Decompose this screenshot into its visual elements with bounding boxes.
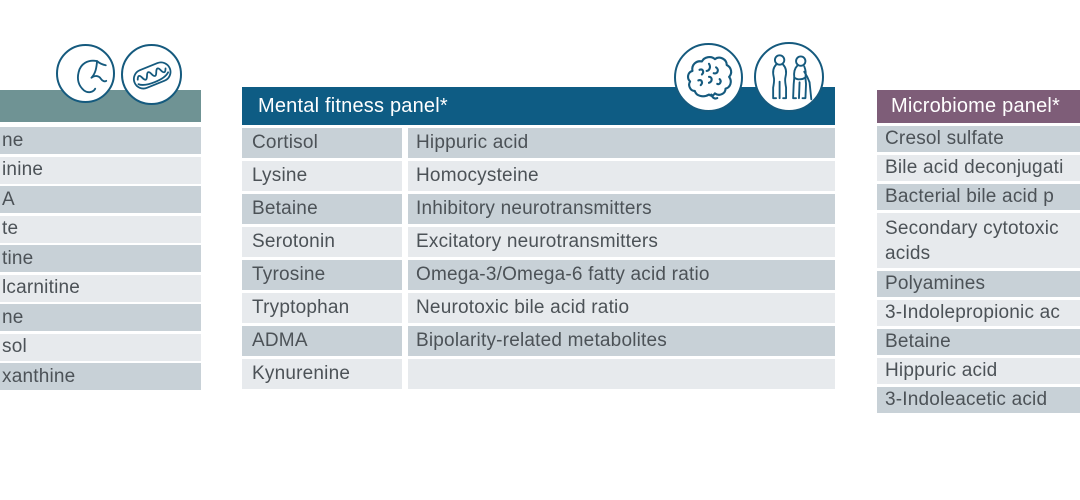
mental-fitness-panel-header: Mental fitness panel* [242, 87, 835, 125]
table-row: te [0, 215, 201, 243]
row-cell: Omega-3/Omega-6 fatty acid ratio [408, 260, 835, 290]
table-row: Kynurenine [242, 359, 835, 389]
row-cell: Bipolarity-related metabolites [408, 326, 835, 356]
panel-title: Mental fitness panel* [258, 94, 448, 117]
aging-people-icon [754, 42, 824, 112]
table-row: Cortisol Hippuric acid [242, 128, 835, 158]
table-row: ne [0, 127, 201, 154]
table-row: ADMA Bipolarity-related metabolites [242, 326, 835, 356]
table-row: Polyamines [877, 271, 1080, 297]
row-cell: Inhibitory neurotransmitters [408, 194, 835, 224]
table-row: Tyrosine Omega-3/Omega-6 fatty acid rati… [242, 260, 835, 290]
brain-icon [674, 43, 743, 112]
row-cell: Tryptophan [242, 293, 402, 323]
row-cell: ADMA [242, 326, 402, 356]
microbiome-panel: Cresol sulfate Bile acid deconjugati Bac… [877, 126, 1080, 413]
table-row: Secondary cytotoxic acids [877, 213, 1080, 268]
table-row: Betaine [877, 329, 1080, 355]
row-line: acids [885, 242, 931, 264]
table-row: Bile acid deconjugati [877, 155, 1080, 181]
table-row: Tryptophan Neurotoxic bile acid ratio [242, 293, 835, 323]
row-cell: Excitatory neurotransmitters [408, 227, 835, 257]
row-cell: Neurotoxic bile acid ratio [408, 293, 835, 323]
row-line: Secondary cytotoxic [885, 217, 1059, 239]
table-row: Cresol sulfate [877, 126, 1080, 152]
microbiome-panel-header: Microbiome panel* [877, 90, 1080, 123]
table-row: Lysine Homocysteine [242, 161, 835, 191]
row-cell: Cortisol [242, 128, 402, 158]
row-cell: Serotonin [242, 227, 402, 257]
table-row: 3-Indoleacetic acid [877, 387, 1080, 413]
table-row: Hippuric acid [877, 358, 1080, 384]
left-panel: ne inine A te tine lcarnitine ne sol xan… [0, 127, 201, 390]
table-row: xanthine [0, 363, 201, 390]
table-row: tine [0, 245, 201, 272]
table-row: ne [0, 304, 201, 331]
row-cell: Lysine [242, 161, 402, 191]
table-row: Serotonin Excitatory neurotransmitters [242, 227, 835, 257]
table-row: Bacterial bile acid p [877, 184, 1080, 210]
mitochondria-icon [121, 44, 182, 105]
table-row: inine [0, 156, 201, 184]
table-row: sol [0, 333, 201, 361]
muscle-arm-icon [56, 44, 115, 103]
mental-fitness-panel: Cortisol Hippuric acid Lysine Homocystei… [242, 128, 835, 389]
table-row: Betaine Inhibitory neurotransmitters [242, 194, 835, 224]
row-cell: Homocysteine [408, 161, 835, 191]
row-cell: Tyrosine [242, 260, 402, 290]
panel-title: Microbiome panel* [891, 95, 1061, 117]
row-cell: Kynurenine [242, 359, 402, 389]
table-row: A [0, 186, 201, 213]
row-cell [408, 359, 835, 389]
table-row: 3-Indolepropionic ac [877, 300, 1080, 326]
row-cell: Betaine [242, 194, 402, 224]
row-cell: Hippuric acid [408, 128, 835, 158]
table-row: lcarnitine [0, 274, 201, 302]
